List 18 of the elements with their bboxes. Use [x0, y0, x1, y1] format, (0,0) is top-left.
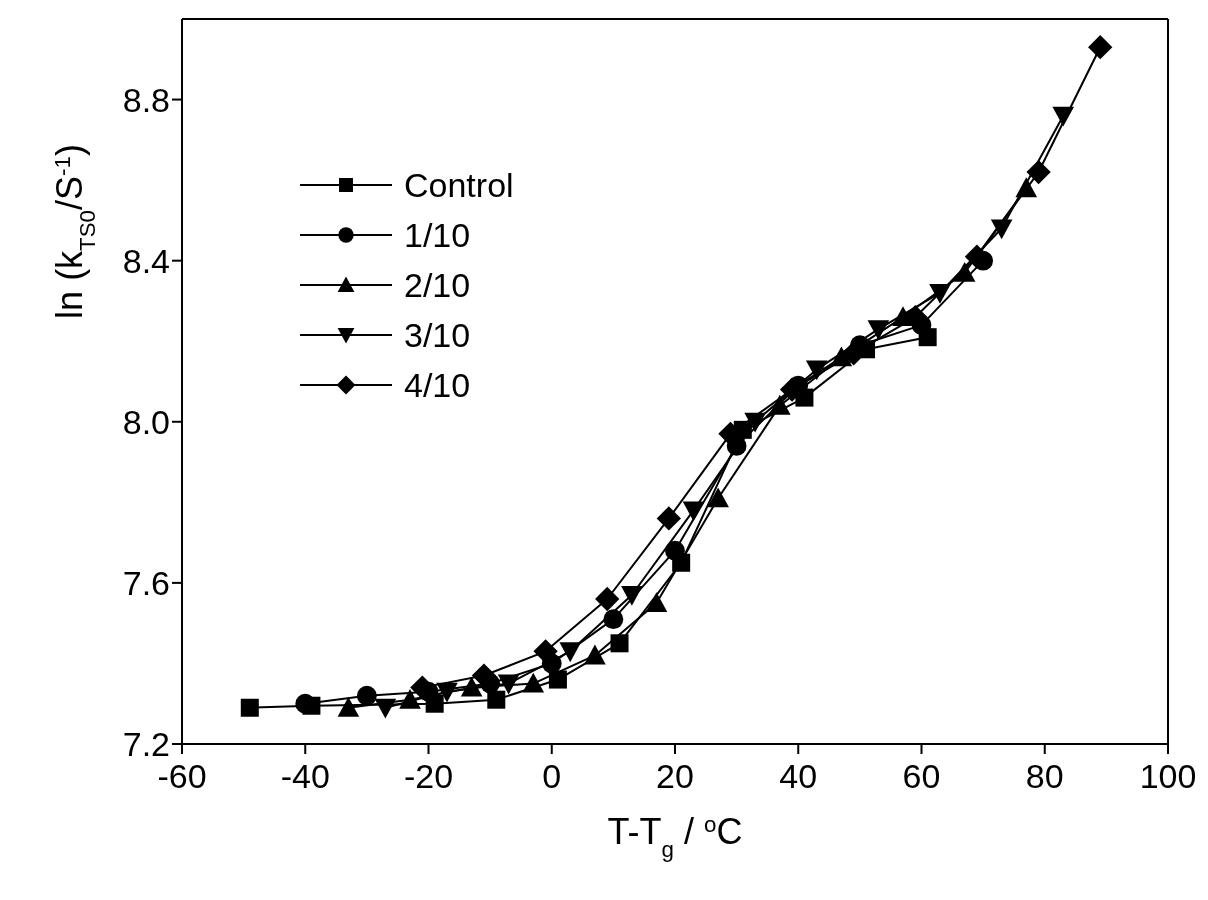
legend-label: Control	[404, 165, 514, 205]
x-tick-label: 100	[1139, 757, 1197, 796]
x-tick-label: 80	[1025, 757, 1064, 796]
legend-label: 4/10	[404, 365, 471, 405]
y-tick-label: 8.8	[122, 80, 170, 119]
x-tick-label: 0	[542, 757, 562, 796]
x-tick-label: 60	[902, 757, 941, 796]
x-axis-title: T-T$_{g}$ / $^{o}$C	[607, 811, 743, 862]
legend-label: 1/10	[404, 215, 471, 255]
x-tick-label: -20	[403, 757, 454, 796]
x-tick-label: -40	[280, 757, 330, 796]
y-tick-label: 8.4	[122, 241, 170, 280]
x-tick-label: 20	[656, 757, 694, 796]
legend-label: 3/10	[404, 315, 471, 355]
y-tick-label: 7.6	[122, 563, 170, 602]
x-tick-label: 40	[779, 757, 818, 796]
legend-label: 2/10	[404, 265, 471, 305]
y-tick-label: 8.0	[122, 402, 170, 441]
